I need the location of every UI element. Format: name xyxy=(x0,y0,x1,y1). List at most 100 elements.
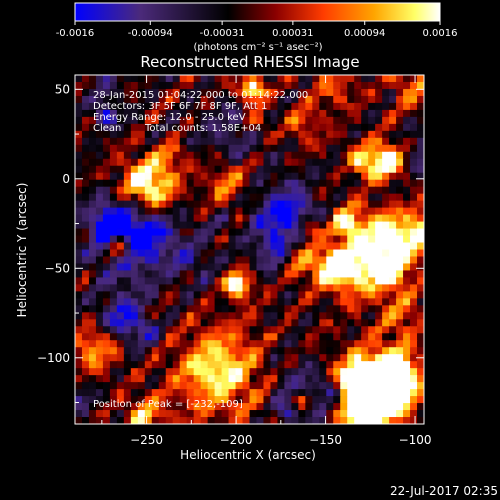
heatmap-cell xyxy=(249,123,258,132)
heatmap-cell xyxy=(158,179,167,188)
heatmap-cell xyxy=(382,165,390,174)
heatmap-cell xyxy=(242,361,251,369)
heatmap-cell xyxy=(333,221,341,230)
heatmap-cell xyxy=(221,382,230,390)
heatmap-cell xyxy=(326,263,334,272)
heatmap-cell xyxy=(277,95,285,104)
heatmap-cell xyxy=(130,109,139,118)
heatmap-cell xyxy=(312,263,320,272)
heatmap-cell xyxy=(165,312,174,320)
heatmap-cell xyxy=(186,347,195,355)
heatmap-cell xyxy=(284,382,292,390)
heatmap-cell xyxy=(403,130,411,139)
heatmap-cell xyxy=(256,95,265,104)
heatmap-cell xyxy=(312,228,320,237)
heatmap-cell xyxy=(417,368,424,376)
heatmap-cell xyxy=(263,333,272,341)
heatmap-cell xyxy=(221,403,230,411)
heatmap-cell xyxy=(410,389,418,397)
heatmap-cell xyxy=(291,319,299,327)
heatmap-cell xyxy=(263,200,272,209)
heatmap-cell xyxy=(375,326,383,334)
heatmap-cell xyxy=(347,228,355,237)
heatmap-cell xyxy=(263,368,272,376)
heatmap-cell xyxy=(249,75,258,83)
heatmap-cell xyxy=(340,172,348,181)
heatmap-cell xyxy=(172,410,181,418)
heatmap-cell xyxy=(221,221,230,230)
heatmap-cell xyxy=(172,75,181,83)
heatmap-cell xyxy=(109,123,118,132)
heatmap-cell xyxy=(298,249,306,258)
heatmap-cell xyxy=(291,312,299,320)
heatmap-cell xyxy=(144,326,153,334)
heatmap-cell xyxy=(256,277,265,285)
heatmap-cell xyxy=(410,396,418,404)
heatmap-cell xyxy=(298,389,306,397)
heatmap-cell xyxy=(263,102,272,111)
heatmap-cell xyxy=(354,235,362,244)
heatmap-cell xyxy=(284,347,292,355)
heatmap-cell xyxy=(116,158,125,167)
heatmap-cell xyxy=(277,333,285,341)
heatmap-cell xyxy=(81,130,90,139)
heatmap-cell xyxy=(75,270,83,279)
heatmap-cell xyxy=(396,375,404,383)
heatmap-cell xyxy=(417,305,424,313)
heatmap-cell xyxy=(144,207,153,216)
heatmap-cell xyxy=(354,361,362,369)
heatmap-cell xyxy=(361,193,369,202)
heatmap-cell xyxy=(95,200,104,209)
heatmap-cell xyxy=(333,263,341,272)
heatmap-cell xyxy=(102,375,111,383)
heatmap-cell xyxy=(88,214,97,223)
heatmap-cell xyxy=(95,75,104,83)
heatmap-cell xyxy=(123,151,132,160)
heatmap-cell xyxy=(382,284,390,292)
heatmap-cell xyxy=(214,165,223,174)
heatmap-cell xyxy=(340,277,348,285)
heatmap-cell xyxy=(410,375,418,383)
heatmap-cell xyxy=(256,347,265,355)
heatmap-cell xyxy=(375,158,383,167)
heatmap-cell xyxy=(81,403,90,411)
heatmap-cell xyxy=(179,270,188,279)
heatmap-cell xyxy=(256,242,265,251)
heatmap-cell xyxy=(361,375,369,383)
heatmap-cell xyxy=(130,368,139,376)
heatmap-cell xyxy=(221,284,230,292)
heatmap-cell xyxy=(347,361,355,369)
heatmap-cell xyxy=(214,102,223,111)
heatmap-cell xyxy=(417,396,424,404)
heatmap-cell xyxy=(263,277,272,285)
heatmap-cell xyxy=(88,256,97,265)
heatmap-cell xyxy=(312,235,320,244)
heatmap-cell xyxy=(312,158,320,167)
heatmap-cell xyxy=(207,354,216,362)
heatmap-cell xyxy=(95,81,104,90)
heatmap-cell xyxy=(200,186,209,195)
heatmap-cell xyxy=(151,193,160,202)
heatmap-cell xyxy=(130,270,139,279)
heatmap-cell xyxy=(410,410,418,418)
heatmap-cell xyxy=(137,333,146,341)
heatmap-cell xyxy=(130,249,139,258)
heatmap-cell xyxy=(354,109,362,118)
heatmap-cell xyxy=(361,130,369,139)
heatmap-cell xyxy=(130,319,139,327)
heatmap-cell xyxy=(88,270,97,279)
heatmap-cell xyxy=(340,123,348,132)
heatmap-cell xyxy=(277,81,285,90)
heatmap-cell xyxy=(235,95,244,104)
annotation-total-counts: Total counts: 1.58E+04 xyxy=(144,123,261,134)
heatmap-cell xyxy=(403,172,411,181)
heatmap-cell xyxy=(326,354,334,362)
heatmap-cell xyxy=(81,340,90,348)
heatmap-cell xyxy=(102,354,111,362)
heatmap-cell xyxy=(207,235,216,244)
heatmap-cell xyxy=(375,116,383,125)
heatmap-cell xyxy=(242,186,251,195)
heatmap-cell xyxy=(256,382,265,390)
heatmap-cell xyxy=(95,361,104,369)
heatmap-cell xyxy=(354,284,362,292)
